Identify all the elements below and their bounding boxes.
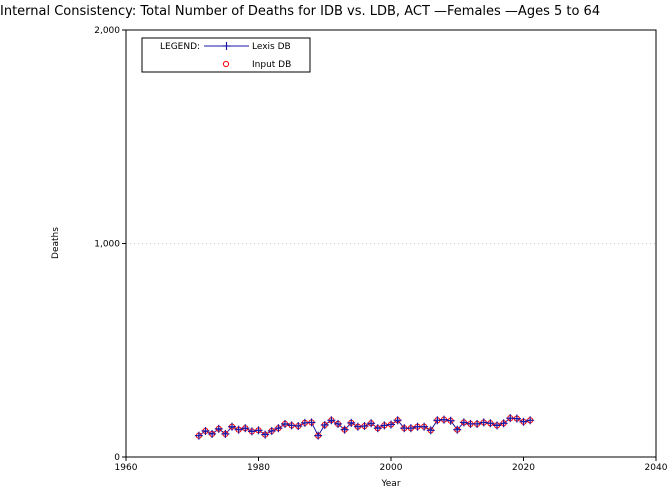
chart-title: Internal Consistency: Total Number of De… (0, 4, 600, 19)
lexis-db-point (334, 419, 342, 428)
lexis-db-point (228, 422, 236, 431)
lexis-db-point (307, 418, 316, 427)
lexis-db-point (281, 419, 289, 428)
lexis-db-point (194, 431, 203, 440)
lexis-db-point (446, 416, 455, 425)
lexis-db-point (267, 426, 276, 435)
lexis-db-point (241, 424, 250, 433)
lexis-db-point (393, 416, 402, 425)
lexis-db-point (294, 422, 303, 431)
x-tick-label: 1960 (115, 463, 138, 473)
lexis-db-point (347, 418, 356, 427)
lexis-db-point (353, 422, 362, 431)
lexis-db-point (473, 419, 482, 428)
y-axis: 0 1,000 2,000 (94, 26, 126, 463)
y-tick-label: 0 (114, 453, 120, 463)
lexis-db-point (287, 421, 296, 430)
y-tick-label: 1,000 (94, 240, 120, 250)
lexis-db-point (274, 424, 283, 433)
lexis-db-point (221, 429, 230, 438)
x-tick-label: 2040 (645, 463, 668, 473)
lexis-db-point (526, 416, 535, 425)
x-axis: 1960 1980 2000 2020 2040 (115, 457, 668, 473)
lexis-db-point (201, 426, 210, 435)
x-tick-label: 2020 (512, 463, 535, 473)
lexis-db-point (380, 421, 389, 430)
lexis-db-point (234, 425, 243, 434)
lexis-db-point (261, 430, 270, 439)
lexis-db-point (453, 425, 462, 434)
lexis-db-point (493, 421, 501, 430)
lexis-db-point (314, 431, 323, 440)
x-tick-label: 2000 (380, 463, 403, 473)
lexis-db-point (479, 418, 488, 427)
lexis-db-point (387, 420, 395, 429)
legend-marker-lexis (222, 42, 231, 50)
lexis-db-point (360, 422, 369, 431)
legend-marker-input (222, 60, 230, 68)
lexis-db-point (373, 424, 382, 433)
lexis-db-point (320, 420, 329, 429)
y-axis-label: Deaths (51, 227, 61, 259)
lexis-db-point (420, 422, 429, 431)
lexis-db-point (512, 414, 521, 423)
lexis-db-point (214, 424, 223, 433)
legend-entry-input: Input DB (252, 60, 291, 70)
y-tick-label: 2,000 (94, 26, 120, 36)
lexis-db-point (440, 415, 448, 424)
lexis-db-point (406, 424, 415, 433)
lexis-db-point (367, 419, 376, 428)
lexis-db-point (327, 416, 336, 425)
lexis-db-point (486, 419, 495, 428)
legend: LEGEND: Lexis DB Input DB (141, 37, 311, 73)
lexis-db-point (426, 426, 435, 435)
lexis-db-point (499, 419, 508, 428)
lexis-db-point (459, 418, 468, 427)
data-series (194, 414, 535, 440)
lexis-db-point (340, 425, 349, 434)
legend-title: LEGEND: (160, 42, 200, 52)
lexis-db-point (519, 417, 528, 426)
lexis-db-point (254, 426, 263, 435)
lexis-db-point (247, 427, 256, 436)
x-axis-label: Year (380, 479, 400, 488)
legend-entry-lexis: Lexis DB (252, 42, 291, 52)
x-tick-label: 1980 (247, 463, 270, 473)
lexis-db-point (433, 416, 442, 425)
lexis-db-point (208, 429, 217, 438)
